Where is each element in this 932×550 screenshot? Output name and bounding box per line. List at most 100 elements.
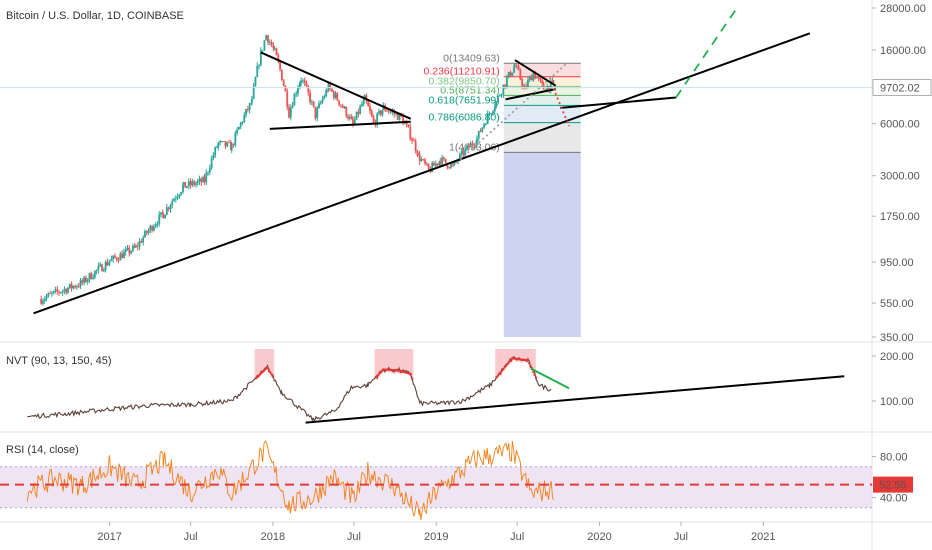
nvt-hot-point	[534, 376, 538, 379]
price-candle-body	[164, 214, 166, 219]
price-candle-body	[460, 150, 463, 154]
price-trendline[interactable]	[560, 96, 677, 109]
price-candle-body	[95, 269, 98, 271]
nvt-pane-title: NVT (90, 13, 150, 45)	[6, 355, 112, 367]
price-candle-body	[393, 111, 396, 114]
nvt-hot-point	[498, 372, 501, 376]
price-candle-body	[248, 103, 251, 110]
rsi-current-value: 52.56	[879, 480, 907, 492]
nvt-hot-point	[506, 362, 509, 366]
price-candle-body	[104, 261, 107, 270]
price-candle-body	[467, 145, 470, 148]
price-candle-body	[477, 130, 480, 139]
price-candle-body	[361, 104, 363, 107]
price-candle-body	[343, 106, 346, 108]
trendline-drawings[interactable]	[33, 8, 845, 424]
price-candle-body	[222, 141, 225, 142]
price-pane-title: Bitcoin / U.S. Dollar, 1D, COINBASE	[6, 10, 184, 22]
price-candle-body	[318, 103, 320, 109]
price-candle-body	[319, 102, 322, 104]
price-candle-body	[367, 101, 370, 107]
price-candle-body	[112, 255, 115, 260]
price-candle-body	[158, 214, 161, 224]
price-candle-body	[473, 145, 476, 146]
price-candle-body	[402, 116, 405, 125]
price-axis-label: 350.00	[880, 332, 914, 344]
price-candle-body	[243, 114, 246, 123]
fib-level-label: 0.786(6086.80)	[429, 112, 500, 124]
price-candle-body	[200, 178, 203, 183]
price-candle-body	[288, 106, 290, 118]
price-candle-body	[409, 126, 412, 139]
price-candle-body	[238, 126, 240, 130]
nvt-hot-point	[266, 366, 269, 369]
price-candle-body	[191, 181, 194, 186]
price-trendline[interactable]	[269, 120, 411, 130]
price-candle-body	[272, 45, 275, 49]
price-trendline[interactable]	[505, 88, 556, 101]
price-candle-body	[126, 247, 129, 250]
price-candle-body	[484, 124, 487, 125]
price-candle-body	[217, 142, 220, 148]
nvt-trendline[interactable]	[530, 367, 570, 390]
price-candle-body	[291, 105, 294, 108]
price-candle-body	[40, 299, 43, 304]
price-candle-body	[424, 159, 426, 164]
price-candle-body	[236, 129, 239, 133]
price-candle-body	[180, 192, 183, 195]
price-candle-body	[246, 108, 249, 110]
nvt-hot-point	[526, 359, 530, 362]
price-candle-body	[509, 72, 512, 76]
price-candle-body	[195, 183, 197, 185]
fibonacci-retracement[interactable]: 0(13409.63) 0.236(11210.91)0.382(9850.70)…	[423, 52, 581, 337]
price-candle-body	[316, 108, 319, 119]
price-trendline[interactable]	[675, 8, 737, 99]
nvt-hot-point	[500, 369, 504, 372]
price-candle-body	[425, 163, 428, 165]
rsi-series: 52.56	[0, 440, 913, 520]
price-candle-body	[301, 80, 304, 82]
price-candle-body	[534, 72, 537, 79]
price-candle-body	[97, 265, 100, 270]
rsi-axis-label: 40.00	[880, 493, 908, 505]
price-candle-body	[414, 140, 417, 151]
price-candle-body	[196, 181, 199, 184]
price-candle-body	[174, 198, 177, 200]
price-candle-body	[70, 283, 73, 289]
price-candle-body	[329, 83, 332, 89]
nvt-hot-point	[508, 359, 512, 363]
nvt-hot-point	[529, 365, 532, 368]
nvt-hot-point	[532, 370, 535, 374]
price-candle-body	[102, 269, 105, 272]
price-candle-body	[389, 111, 392, 113]
fib-zone-band	[503, 95, 581, 106]
price-candle-body	[309, 92, 311, 103]
price-trendline[interactable]	[452, 62, 568, 167]
nvt-trendline[interactable]	[305, 375, 845, 424]
price-trendline[interactable]	[33, 32, 811, 315]
price-candle-body	[357, 111, 360, 114]
price-trendline[interactable]	[552, 88, 570, 127]
price-trendline[interactable]	[514, 59, 557, 87]
nvt-axis-label: 200.00	[880, 351, 914, 363]
fib-level-label: 0.618(7651.99)	[429, 94, 500, 106]
price-candle-body	[490, 113, 493, 115]
price-candle-body	[279, 61, 281, 70]
price-candle-body	[228, 142, 230, 144]
price-candle-body	[43, 299, 46, 301]
price-candle-body	[56, 289, 59, 292]
price-candle-body	[355, 111, 358, 120]
price-candle-body	[370, 111, 373, 117]
price-candle-body	[68, 283, 71, 289]
time-axis-label: 2019	[424, 531, 448, 543]
nvt-hot-point	[504, 364, 508, 368]
price-candle-body	[50, 292, 53, 294]
price-candle-body	[341, 105, 344, 108]
price-candle-body	[378, 110, 380, 114]
fib-level-label: 0.236(11210.91)	[423, 66, 499, 78]
price-candle-body	[83, 277, 86, 283]
price-trendline[interactable]	[260, 51, 412, 120]
price-candle-body	[265, 35, 268, 41]
fib-zone-band	[503, 122, 581, 153]
